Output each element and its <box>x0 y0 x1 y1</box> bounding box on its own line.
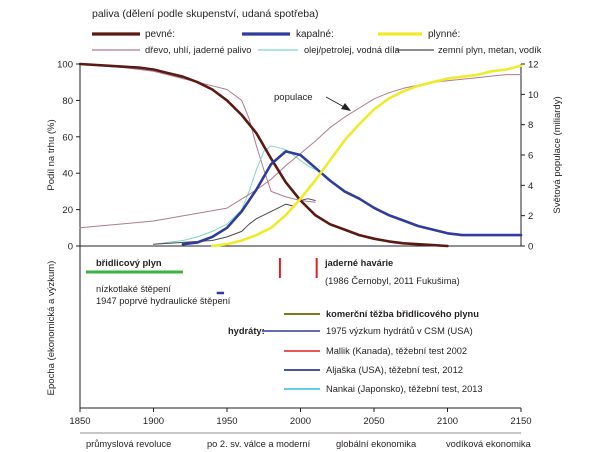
series-layer <box>78 62 523 248</box>
y-axis-ticks: 0 20 40 60 80 100 <box>57 60 80 253</box>
x-tick-label: 1900 <box>143 416 164 427</box>
legend-heading: paliva (dělení podle skupenství, udaná s… <box>92 8 318 20</box>
y-tick-label: 60 <box>62 132 73 143</box>
population-line <box>79 74 522 229</box>
timeline-y-label: Epocha (ekonomická a výzkum) <box>46 261 57 396</box>
legend-label-natgas: zemní plyn, metan, vodík <box>438 45 542 55</box>
y-tick-label: 100 <box>57 60 73 71</box>
timeline-plot: Epocha (ekonomická a výzkum) 1850 1900 195… <box>46 246 532 449</box>
y2-tick-label: 8 <box>528 120 533 131</box>
hydrate-label-nankai: Nankai (Japonsko), těžební test, 2013 <box>326 384 483 394</box>
y2-tick-label: 12 <box>528 60 539 71</box>
nuclear-accidents-sub: (1986 Černobyl, 2011 Fukušima) <box>325 276 460 286</box>
y-tick-label: 40 <box>62 169 73 180</box>
series-line <box>153 145 316 245</box>
x-tick-label: 2150 <box>510 416 531 427</box>
y-tick-label: 20 <box>62 205 73 216</box>
y2-tick-label: 10 <box>528 90 539 101</box>
epoch-label-industrial: průmyslová revoluce <box>86 439 171 449</box>
y-tick-label: 80 <box>62 96 73 107</box>
series-line <box>78 62 449 248</box>
population-arrow-head <box>341 103 351 111</box>
legend-label-solid: pevné: <box>145 29 175 40</box>
y2-axis-ticks: 0 2 4 6 8 10 12 <box>521 60 539 253</box>
y-axis-label: Podíl na trhu (%) <box>46 119 57 190</box>
hydrates-label: hydráty: <box>228 326 265 336</box>
y2-tick-label: 4 <box>528 181 533 192</box>
nuclear-accidents-label: jaderné havárie <box>324 258 393 268</box>
legend: paliva (dělení podle skupenství, udaná s… <box>92 8 542 55</box>
x-tick-label: 2050 <box>363 416 384 427</box>
y2-tick-label: 2 <box>528 211 533 222</box>
population-arrow-line <box>325 96 347 109</box>
timeline-bars <box>85 258 318 295</box>
x-axis-ticks: 1850 1900 1950 2000 2050 2100 2150 <box>69 408 532 427</box>
low-pressure-frac-label: nízkotlaké štěpení <box>96 284 171 294</box>
series-line <box>211 64 523 248</box>
legend-label-oil: olej/petrolej, vodná díla <box>304 45 400 55</box>
population-annotation: populace <box>274 92 313 103</box>
series-line <box>181 150 523 246</box>
x-tick-label: 1950 <box>216 416 237 427</box>
epoch-label-postwar: po 2. sv. válce a moderní <box>207 439 311 449</box>
legend-label-liquid: kapalné: <box>296 29 334 40</box>
x-tick-label: 1850 <box>69 416 90 427</box>
top-plot: Podíl na trhu (%) Světová populace (mili… <box>46 60 563 253</box>
y2-axis-label: Světová populace (miliardy) <box>552 96 563 213</box>
shale-gas-label: břidlicový plyn <box>96 258 162 268</box>
hydrate-label-alaska: Aljaška (USA), těžební test, 2012 <box>326 365 463 375</box>
hydraulic-frac-1947-label: 1947 poprvé hydraulické štěpení <box>96 296 231 306</box>
shale-commercial-label: komerční těžba břidlicového plynu <box>326 309 479 319</box>
y-tick-label: 0 <box>68 242 73 253</box>
legend-label-wood: dřevo, uhlí, jaderné palivo <box>145 45 251 55</box>
x-tick-label: 2000 <box>290 416 311 427</box>
hydrate-label-mallik: Mallik (Kanada), těžební test 2002 <box>326 346 467 356</box>
legend-label-gas: plynné: <box>428 29 460 40</box>
hydrate-label-csm: 1975 výzkum hydrátů v CSM (USA) <box>326 326 473 336</box>
series-line <box>79 63 316 203</box>
y2-tick-label: 0 <box>528 242 533 253</box>
epoch-label-hydrogen: vodíková ekonomika <box>446 439 532 449</box>
x-tick-label: 2100 <box>437 416 458 427</box>
epoch-label-global: globální ekonomika <box>336 439 417 449</box>
y2-tick-label: 6 <box>528 151 533 162</box>
